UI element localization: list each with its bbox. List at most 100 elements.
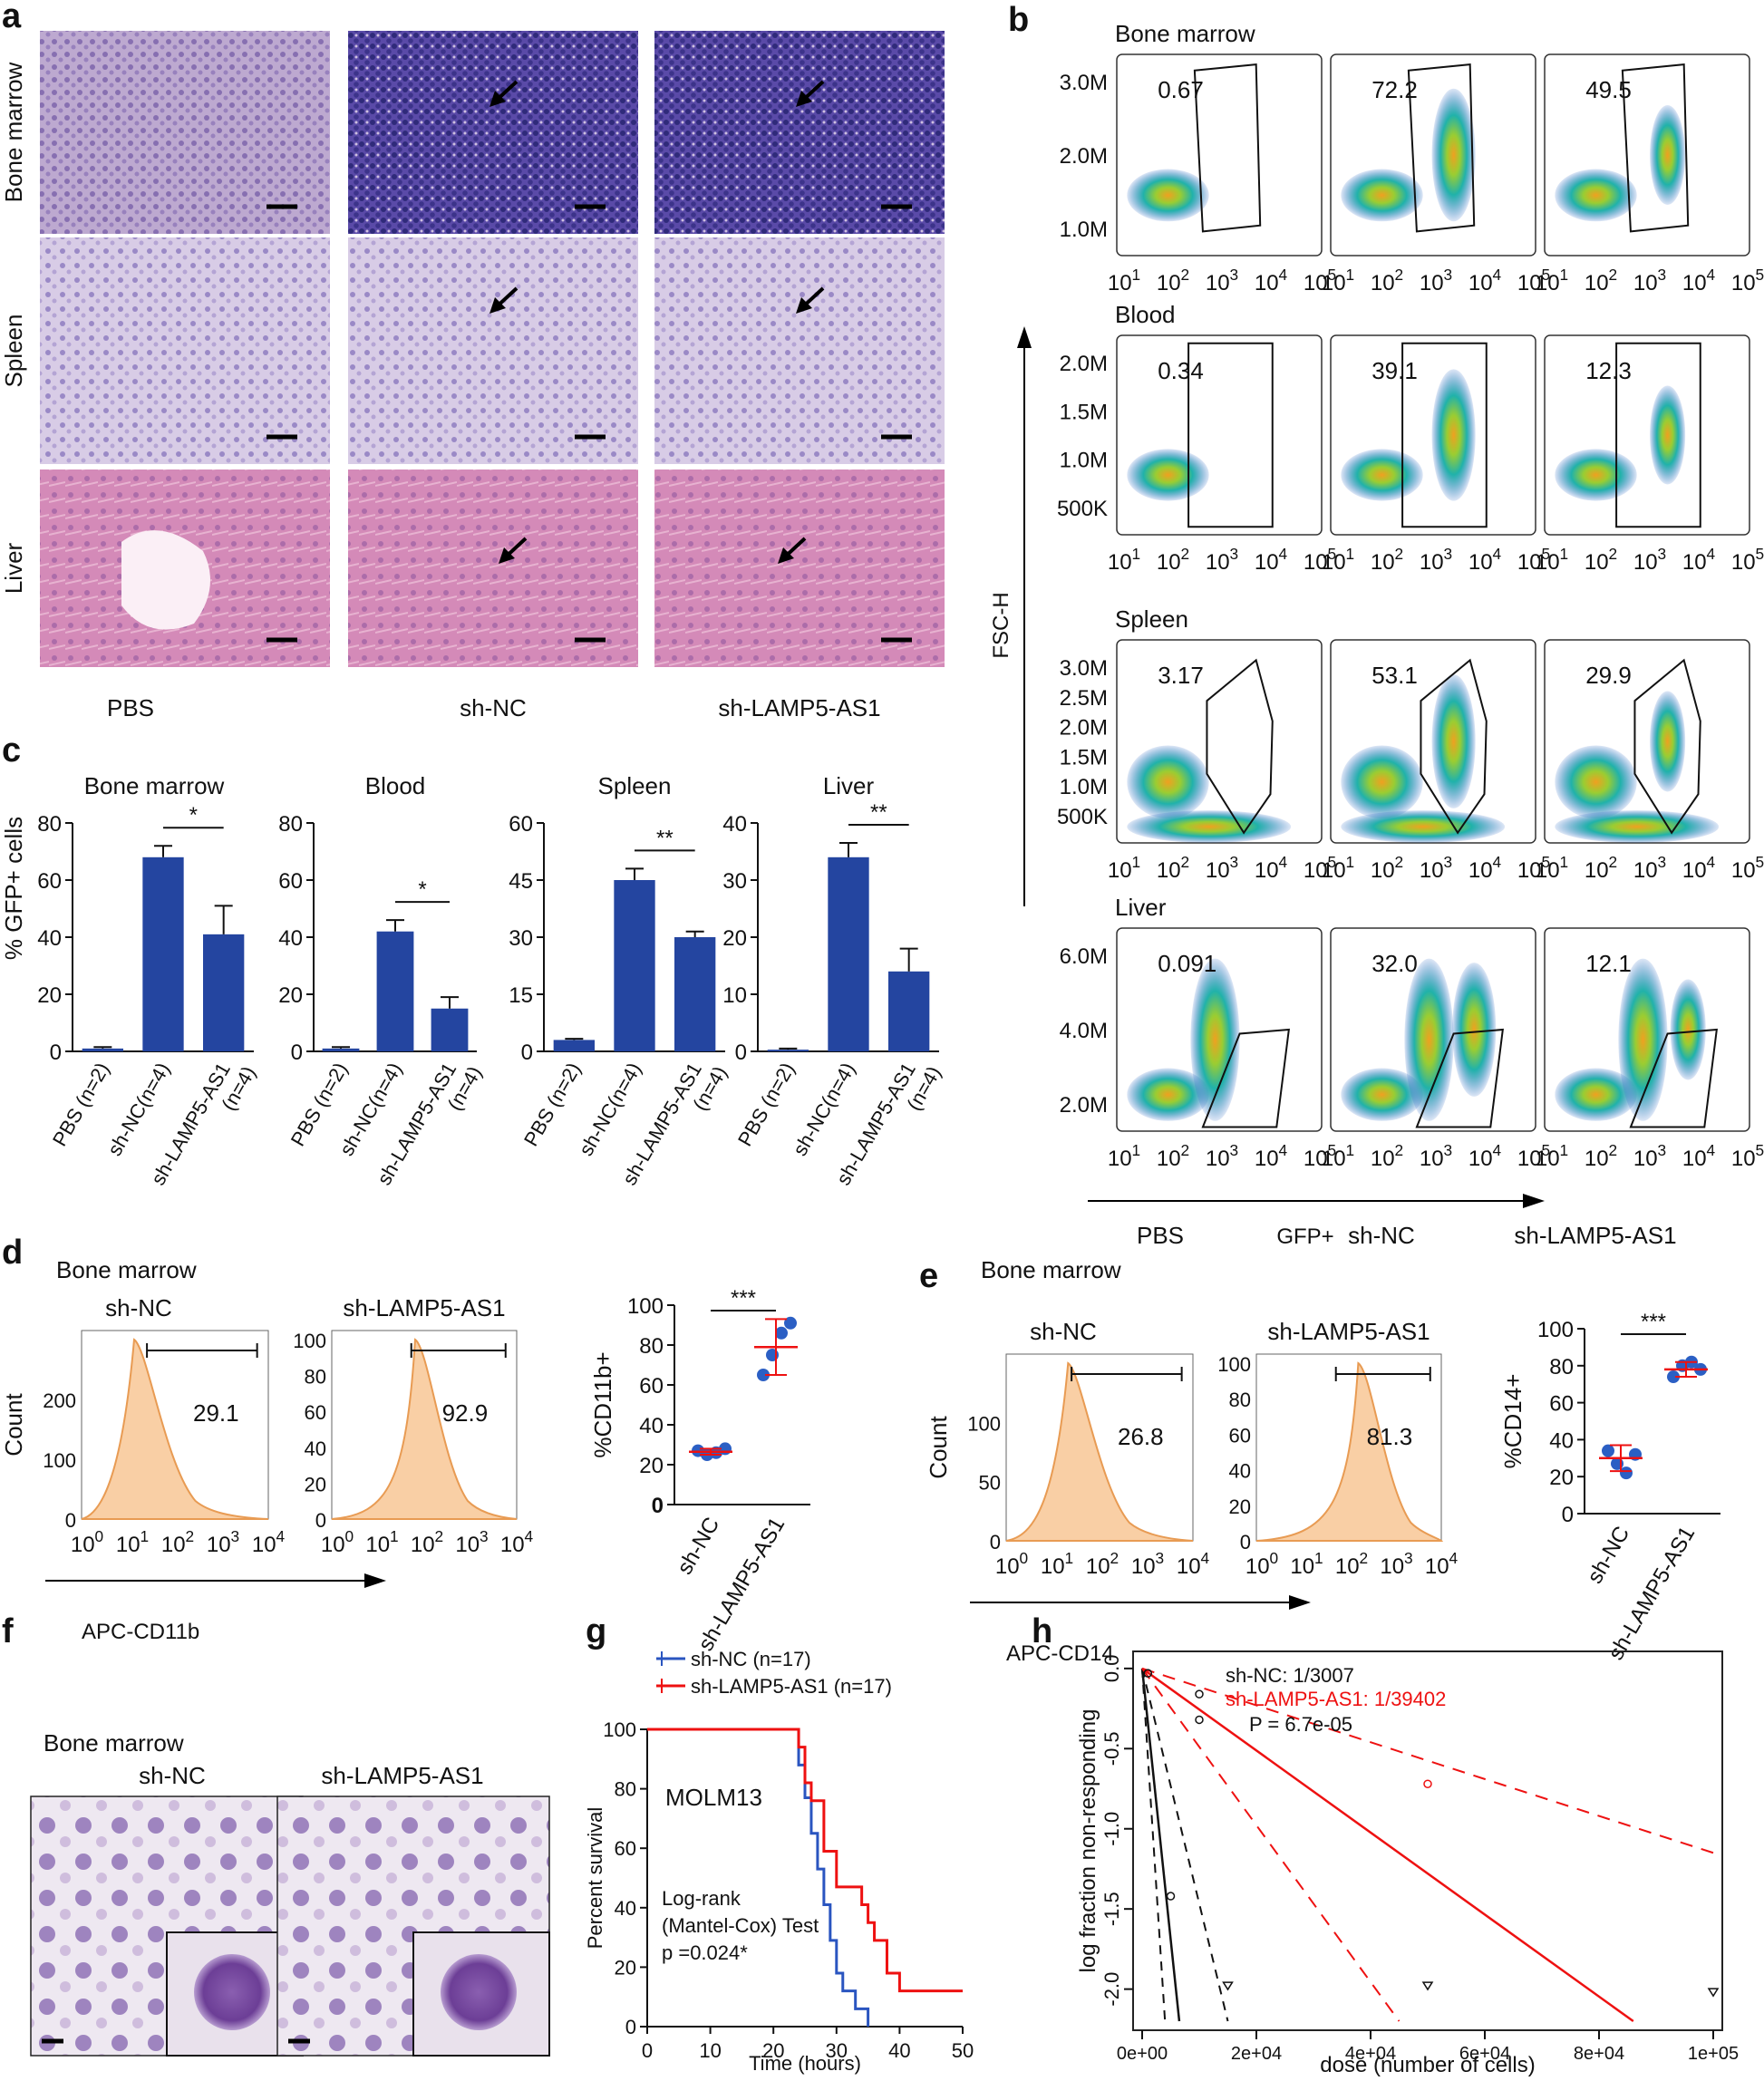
y-tick-label: 60 [305, 1401, 326, 1424]
x-tick-label: 103 [1206, 545, 1238, 575]
y-tick-label: -1.0 [1100, 1812, 1123, 1846]
y-tick-label: 80 [615, 1778, 636, 1801]
histology-image [40, 469, 330, 667]
y-tick-label: 2.0M [1060, 144, 1108, 169]
survival-curve [647, 1728, 870, 2027]
x-tick-label: 101 [1322, 545, 1354, 575]
column-label: PBS [1137, 1222, 1184, 1249]
y-tick-label: 100 [1537, 1318, 1574, 1342]
panel-subtitle: Bone marrow [44, 1729, 184, 1757]
x-tick-label: 104 [1682, 545, 1716, 575]
chart-title: Blood [365, 772, 426, 799]
ci-line-sh-nc [1141, 1668, 1167, 2022]
flow-plot: 12.1 101 102 103 104 105 [1536, 927, 1764, 1171]
chart-title: Spleen [598, 772, 672, 799]
bar [888, 971, 930, 1051]
cytospin-image [30, 1795, 304, 2057]
x-tick-label: 100 [71, 1527, 103, 1557]
axis-title: APC-CD14 [1006, 1641, 1114, 1666]
histogram: sh-NC 26.8 0 50 100 100 101 102 103 104 [967, 1318, 1209, 1579]
data-point [1620, 1466, 1633, 1480]
data-point [1143, 1669, 1153, 1678]
data-point [1602, 1444, 1614, 1457]
y-tick-label: 40 [1229, 1460, 1251, 1483]
y-tick-label: 50 [979, 1472, 1001, 1495]
fit-line-sh-nc [1140, 1668, 1181, 2022]
chart-title: Liver [823, 772, 875, 799]
gate-percentage: 53.1 [1371, 662, 1418, 689]
data-point [1195, 1715, 1204, 1725]
y-tick-label: 100 [43, 1449, 76, 1472]
y-tick-label: 0 [291, 1040, 303, 1065]
axis-title: log fraction non-responding [1076, 1709, 1100, 1973]
y-tick-label: 1.5M [1060, 400, 1108, 424]
survival-chart: 0 20 40 60 80 100 0 10 20 30 40 50 Percent survival T… [584, 1648, 974, 2075]
negative-population [1404, 958, 1454, 1121]
arrow-icon [1017, 326, 1032, 348]
gate [1187, 342, 1274, 528]
cell-inset [441, 1954, 517, 2030]
y-tick-label: 80 [1229, 1389, 1251, 1411]
y-tick-label: 60 [278, 869, 303, 894]
x-tick-label: 100 [1245, 1549, 1278, 1579]
x-tick-label: 104 [1177, 1549, 1210, 1579]
y-tick-label: 1.0M [1060, 449, 1108, 473]
arrow-icon [1523, 1194, 1545, 1208]
category-label: PBS (n=2) [733, 1059, 800, 1150]
ld-chart: 0.0 -0.5 -1.0 -1.5 -2.0 0e+00 2e+04 4e+04 6e+04 8… [1076, 1650, 1739, 2077]
y-tick-label: 4.0M [1060, 1019, 1108, 1043]
histology-image-tissue [654, 237, 945, 464]
y-tick-label: 40 [722, 812, 747, 837]
gate [1621, 63, 1690, 233]
y-tick-label: 1.5M [1060, 745, 1108, 769]
negative-population [1190, 958, 1240, 1121]
histology-image-tissue [348, 237, 638, 464]
axis-title: %CD14+ [1499, 1374, 1527, 1469]
significance-label: ** [656, 826, 674, 850]
x-tick-label: 102 [1371, 853, 1403, 883]
histology-image [40, 237, 330, 464]
x-tick-label: 8e+04 [1574, 2044, 1624, 2064]
x-tick-label: 103 [1420, 266, 1452, 295]
histology-image-tissue [654, 31, 945, 234]
panel-label-c: c [2, 731, 21, 769]
histology-image [348, 237, 638, 464]
y-tick-label: 0 [735, 1040, 747, 1065]
x-tick-label: 103 [207, 1527, 239, 1557]
bar [142, 857, 184, 1051]
censored-point [1421, 1981, 1434, 1991]
x-tick-label: 102 [1371, 1141, 1403, 1171]
negative-population [1341, 810, 1506, 844]
histology-image-tissue [654, 469, 945, 667]
x-tick-label: 101 [1108, 545, 1140, 575]
x-tick-label: 101 [1536, 266, 1568, 295]
category-label: PBS (n=2) [519, 1059, 586, 1150]
negative-population [1618, 958, 1668, 1121]
y-tick-label: -0.5 [1100, 1731, 1123, 1766]
x-tick-label: 102 [1371, 545, 1403, 575]
y-tick-label: 20 [722, 926, 747, 951]
axis-title: FSC-H [989, 592, 1013, 658]
flow-plot: 12.3 101 102 103 104 105 [1536, 334, 1764, 575]
histogram-label: sh-NC [1030, 1318, 1097, 1345]
gate-percentage: 12.3 [1585, 357, 1632, 384]
x-tick-label: 105 [1304, 853, 1336, 883]
flow-plot: 0.091 101 102 103 104 105 [1108, 927, 1336, 1171]
y-tick-label: 20 [639, 1454, 664, 1478]
category-label: PBS (n=2) [48, 1059, 114, 1150]
axis-title: % GFP+ cells [0, 817, 27, 960]
x-tick-label: 104 [1255, 1141, 1288, 1171]
legend-label: sh-NC (n=17) [691, 1648, 811, 1670]
x-tick-label: 105 [1517, 1141, 1550, 1171]
flow-plot: 0.67 101 102 103 104 105 [1108, 53, 1336, 295]
y-tick-label: 60 [1229, 1424, 1251, 1447]
image-label: sh-LAMP5-AS1 [321, 1762, 483, 1789]
histogram: sh-LAMP5-AS1 81.3 0 20 40 60 80 100 100 101 102 103… [1217, 1318, 1458, 1579]
gate-percentage: 92.9 [442, 1399, 489, 1427]
x-tick-label: 20 [762, 2039, 784, 2062]
x-tick-label: 105 [1304, 545, 1336, 575]
x-tick-label: 105 [1304, 1141, 1336, 1171]
